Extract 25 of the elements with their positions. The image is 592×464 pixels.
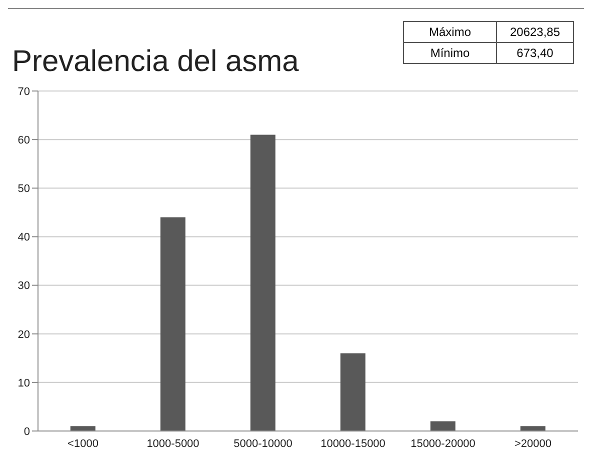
text: 20623,85 (496, 22, 574, 42)
x-tick-label: <1000 (68, 438, 98, 450)
x-tick-label: 1000-5000 (146, 438, 200, 450)
y-tick-label: 70 (18, 86, 30, 98)
bar (430, 421, 456, 431)
y-tick-label: 30 (18, 280, 30, 292)
x-tick-label: 15000-20000 (410, 438, 476, 450)
bar (70, 426, 96, 431)
y-tick-label: 10 (18, 377, 30, 390)
bar (340, 353, 366, 431)
y-tick-label: 0 (24, 426, 30, 438)
y-tick-label: 50 (18, 183, 30, 196)
y-tick-label: 40 (18, 232, 30, 244)
x-tick-label: 5000-10000 (234, 438, 292, 450)
bar (520, 426, 546, 431)
text: 673,40 (496, 42, 574, 64)
bar (250, 134, 276, 431)
text: Máximo (404, 22, 496, 42)
x-tick-label: 10000-15000 (320, 438, 386, 450)
y-tick-label: 20 (18, 328, 30, 341)
x-tick-label: >20000 (514, 438, 552, 450)
text: Mínimo (404, 42, 496, 64)
y-tick-label: 60 (18, 134, 30, 146)
chart-title: Prevalencia del asma (12, 45, 299, 79)
bar (160, 217, 186, 431)
